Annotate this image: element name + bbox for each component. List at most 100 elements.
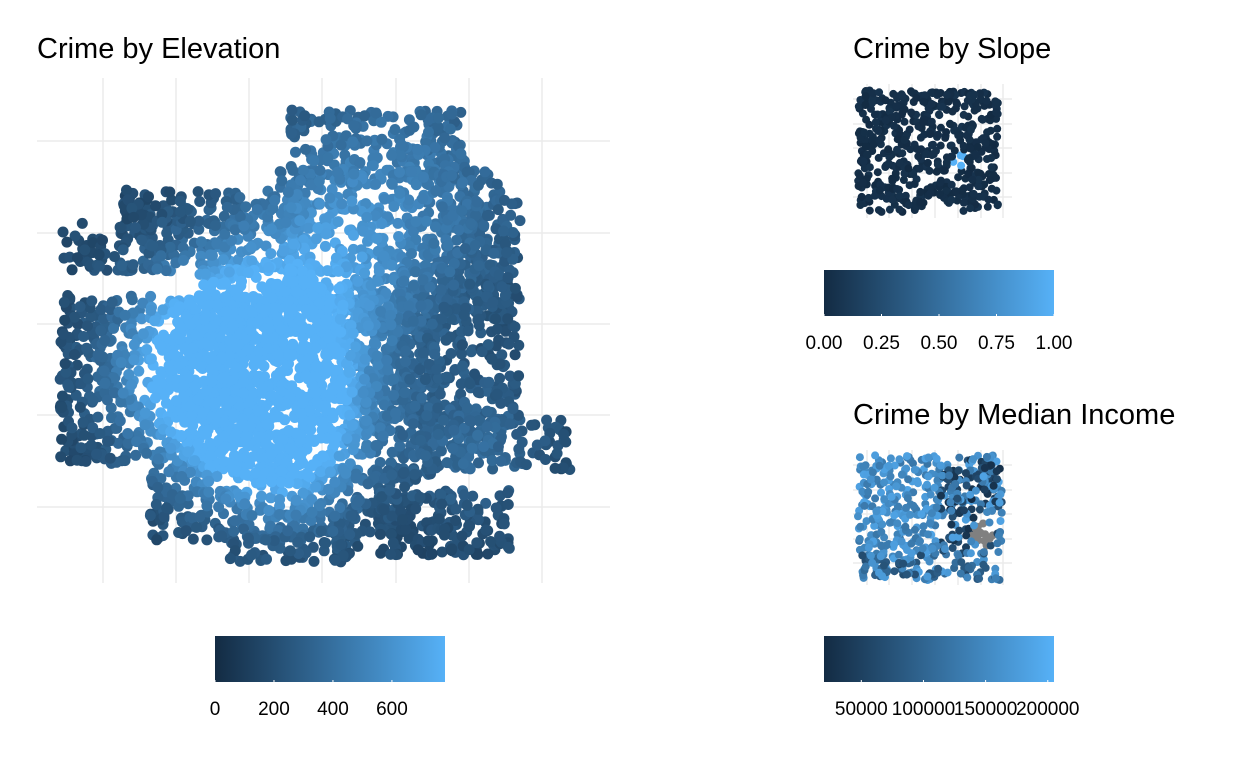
elevation-point bbox=[187, 342, 199, 354]
elevation-points bbox=[54, 104, 576, 568]
elevation-point bbox=[180, 525, 192, 537]
elevation-point bbox=[76, 217, 88, 229]
elevation-point bbox=[265, 448, 277, 460]
elevation-point bbox=[256, 281, 268, 293]
elevation-point bbox=[461, 402, 473, 414]
elevation-point bbox=[381, 354, 393, 366]
elevation-point bbox=[446, 543, 458, 555]
elevation-point bbox=[274, 509, 286, 520]
elevation-point bbox=[238, 388, 249, 399]
slope-point bbox=[977, 114, 986, 123]
elevation-point bbox=[417, 193, 429, 205]
elevation-point bbox=[433, 513, 445, 525]
elevation-point bbox=[282, 186, 294, 198]
elevation-point bbox=[165, 364, 177, 376]
elevation-point bbox=[156, 216, 168, 228]
elevation-point bbox=[483, 376, 495, 388]
elevation-point bbox=[158, 389, 170, 401]
elevation-point bbox=[436, 313, 448, 325]
elevation-point bbox=[390, 407, 401, 419]
elevation-point bbox=[478, 441, 490, 453]
elevation-point bbox=[176, 471, 188, 482]
elevation-point bbox=[274, 494, 286, 505]
elevation-point bbox=[122, 428, 134, 439]
elevation-point bbox=[340, 467, 352, 479]
elevation-point bbox=[335, 539, 347, 551]
elevation-point bbox=[385, 319, 397, 331]
elevation-point bbox=[502, 499, 514, 510]
elevation-point bbox=[348, 120, 360, 132]
elevation-point bbox=[229, 224, 241, 236]
elevation-point bbox=[382, 364, 394, 376]
elevation-point bbox=[269, 194, 281, 206]
elevation-point bbox=[152, 481, 164, 493]
elevation-point bbox=[403, 194, 415, 206]
elevation-point bbox=[201, 500, 213, 512]
elevation-point bbox=[444, 266, 456, 278]
slope-point bbox=[944, 97, 953, 106]
elevation-point bbox=[499, 194, 510, 206]
elevation-point bbox=[360, 442, 372, 454]
elevation-point bbox=[394, 149, 406, 161]
elevation-point bbox=[141, 344, 153, 355]
elevation-point bbox=[371, 233, 383, 244]
elevation-point bbox=[251, 204, 263, 216]
elevation-point bbox=[315, 432, 327, 444]
elevation-point bbox=[151, 534, 163, 546]
elevation-point bbox=[242, 344, 254, 356]
elevation-point bbox=[439, 132, 451, 144]
elevation-point bbox=[418, 171, 429, 183]
elevation-point bbox=[370, 107, 382, 119]
elevation-point bbox=[201, 534, 213, 546]
slope-point bbox=[875, 136, 884, 145]
elevation-point bbox=[419, 450, 431, 462]
elevation-point bbox=[350, 472, 362, 484]
elevation-point bbox=[161, 502, 173, 514]
elevation-point bbox=[136, 313, 148, 325]
elevation-point bbox=[246, 255, 258, 267]
elevation-point bbox=[57, 390, 68, 402]
elevation-point bbox=[487, 296, 499, 308]
elevation-point bbox=[263, 322, 275, 334]
elevation-point bbox=[71, 252, 83, 264]
elevation-point bbox=[346, 386, 358, 398]
slope-point bbox=[948, 107, 957, 116]
elevation-point bbox=[145, 290, 157, 302]
elevation-point bbox=[234, 211, 246, 223]
elevation-point bbox=[122, 437, 134, 449]
elevation-point bbox=[507, 403, 519, 415]
elevation-point bbox=[128, 211, 140, 223]
slope-point bbox=[904, 201, 913, 210]
elevation-point bbox=[104, 452, 116, 464]
slope-point bbox=[875, 186, 884, 195]
elevation-point bbox=[399, 387, 411, 399]
elevation-point bbox=[93, 260, 105, 272]
elevation-point bbox=[301, 468, 313, 479]
elevation-point bbox=[74, 401, 86, 413]
elevation-point bbox=[187, 533, 199, 545]
elevation-point bbox=[324, 112, 336, 124]
elevation-point bbox=[210, 188, 222, 200]
elevation-point bbox=[56, 433, 68, 445]
slope-point bbox=[865, 206, 874, 215]
elevation-point bbox=[85, 311, 97, 323]
slope-point bbox=[936, 178, 945, 187]
elevation-point bbox=[304, 531, 316, 543]
elevation-point bbox=[368, 337, 380, 349]
elevation-point bbox=[339, 149, 351, 161]
elevation-point bbox=[398, 466, 410, 478]
elevation-point bbox=[157, 304, 169, 316]
slope-point bbox=[927, 117, 936, 126]
elevation-point bbox=[361, 135, 373, 147]
slope-point bbox=[912, 94, 921, 102]
elevation-point bbox=[375, 547, 387, 559]
slope-point bbox=[938, 102, 947, 111]
slope-point bbox=[926, 189, 935, 198]
elevation-point bbox=[151, 263, 163, 275]
elevation-point bbox=[473, 260, 485, 272]
slope-legend-tick-label: 1.00 bbox=[1036, 333, 1073, 354]
elevation-point bbox=[348, 168, 360, 180]
elevation-point bbox=[161, 227, 173, 239]
elevation-point bbox=[220, 493, 232, 505]
slope-point bbox=[914, 152, 923, 161]
